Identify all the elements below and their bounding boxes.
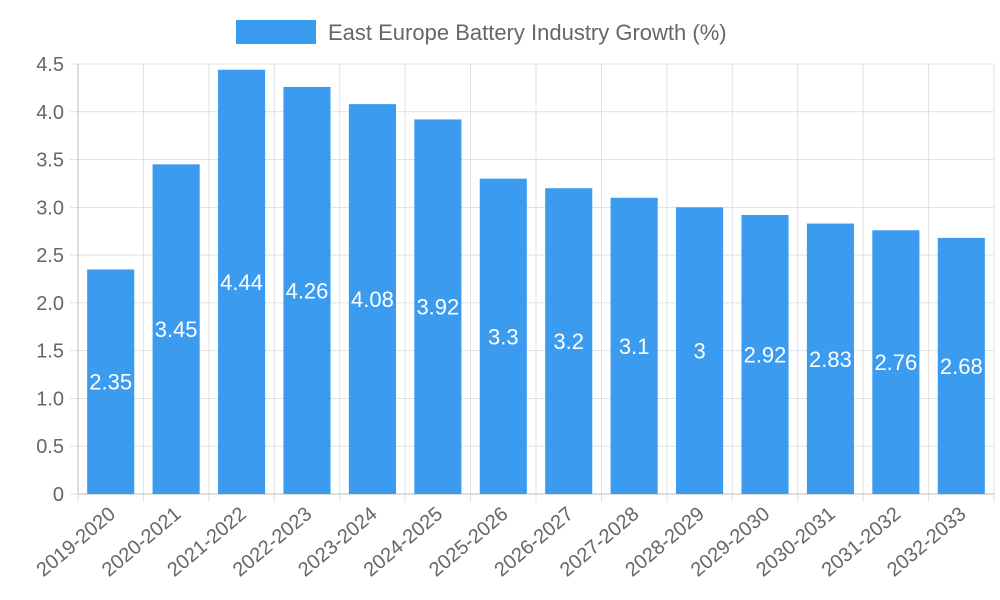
y-tick-label: 3.5 bbox=[36, 150, 64, 172]
data-label: 4.08 bbox=[351, 287, 394, 312]
bar[interactable] bbox=[872, 230, 920, 494]
x-axis: 2019-20202020-20212021-20222022-20232023… bbox=[33, 493, 994, 581]
bar[interactable] bbox=[218, 69, 266, 494]
data-label: 3.1 bbox=[619, 334, 650, 359]
data-label: 2.68 bbox=[940, 354, 983, 379]
y-tick-label: 2.0 bbox=[36, 293, 64, 315]
bar[interactable] bbox=[610, 197, 658, 494]
bar[interactable] bbox=[937, 237, 985, 494]
data-label: 4.44 bbox=[220, 270, 263, 295]
data-label: 3.45 bbox=[155, 317, 198, 342]
bar[interactable] bbox=[152, 164, 200, 495]
data-label: 2.92 bbox=[744, 342, 787, 367]
y-tick-label: 1.5 bbox=[36, 341, 64, 363]
y-tick-label: 1.0 bbox=[36, 388, 64, 410]
legend-label: East Europe Battery Industry Growth (%) bbox=[328, 20, 727, 45]
data-label: 3 bbox=[693, 339, 705, 364]
bar[interactable] bbox=[479, 178, 527, 494]
bars bbox=[87, 69, 985, 495]
data-label: 2.76 bbox=[874, 350, 917, 375]
bar[interactable] bbox=[545, 188, 593, 494]
data-label: 2.83 bbox=[809, 347, 852, 372]
y-tick-label: 4.5 bbox=[36, 54, 64, 76]
bar[interactable] bbox=[87, 269, 135, 494]
y-axis: 0 0.5 1.0 1.5 2.0 2.5 3.0 3.5 4.0 4.5 bbox=[36, 54, 79, 506]
y-tick-label: 0 bbox=[53, 484, 64, 506]
data-label: 4.26 bbox=[286, 278, 329, 303]
data-label: 2.35 bbox=[89, 370, 132, 395]
y-tick-label: 4.0 bbox=[36, 102, 64, 124]
data-label: 3.2 bbox=[553, 329, 584, 354]
bar[interactable] bbox=[741, 214, 789, 494]
bar[interactable] bbox=[348, 104, 396, 494]
data-label: 3.3 bbox=[488, 324, 519, 349]
legend-swatch bbox=[236, 20, 316, 44]
y-tick-label: 3.0 bbox=[36, 197, 64, 219]
y-tick-label: 0.5 bbox=[36, 436, 64, 458]
data-label: 3.92 bbox=[416, 295, 459, 320]
bar[interactable] bbox=[414, 119, 462, 494]
gridlines bbox=[70, 63, 995, 502]
bar[interactable] bbox=[283, 86, 331, 494]
data-labels: 2.35 3.45 4.44 4.26 4.08 3.92 3.3 3.2 3.1 3 2.92 2.… bbox=[89, 270, 982, 395]
legend[interactable]: East Europe Battery Industry Growth (%) bbox=[236, 20, 727, 45]
bar[interactable] bbox=[806, 223, 854, 495]
bar[interactable] bbox=[676, 207, 724, 495]
y-tick-label: 2.5 bbox=[36, 245, 64, 267]
